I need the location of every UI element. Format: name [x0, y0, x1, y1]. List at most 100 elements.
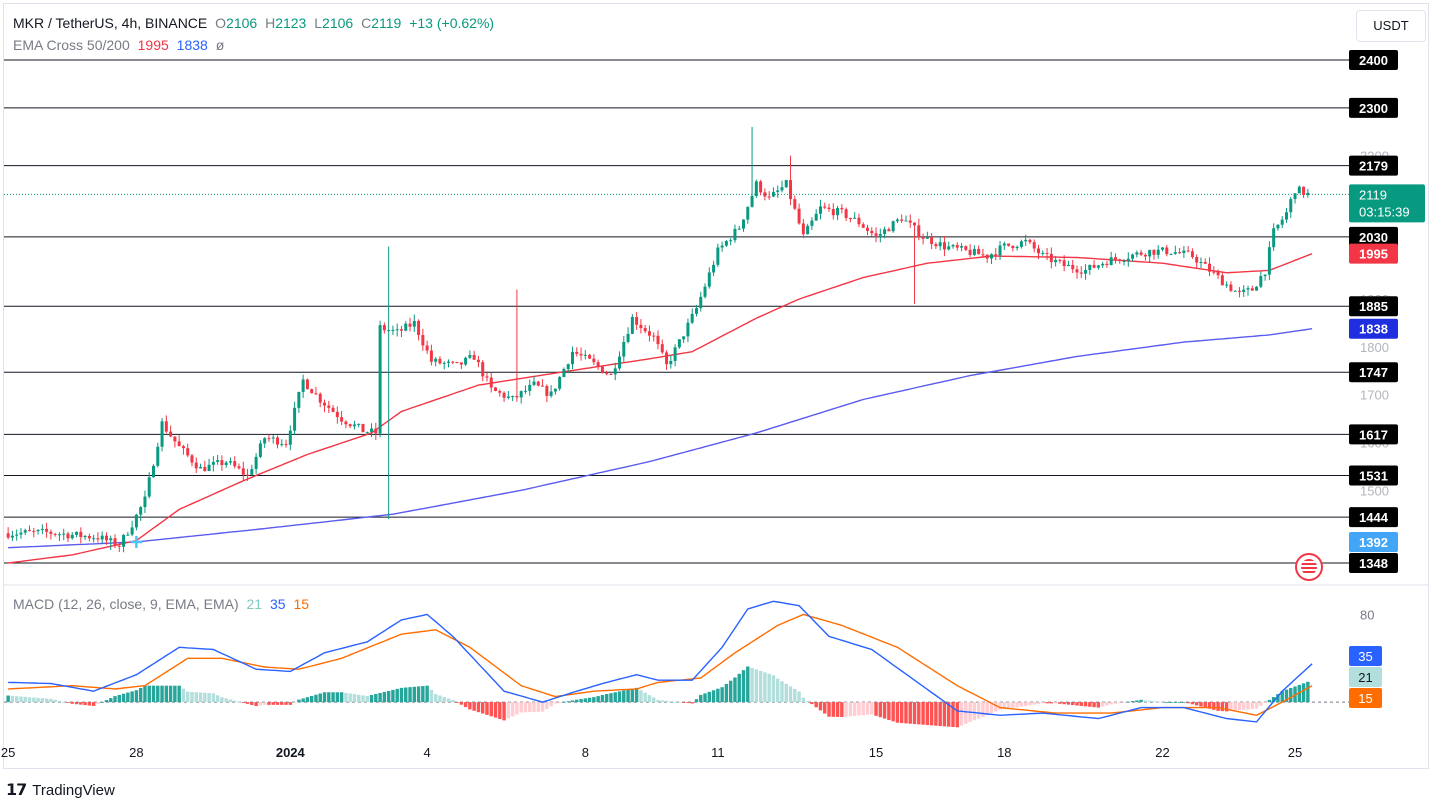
candle-body [818, 206, 822, 214]
ema-label[interactable]: EMA Cross 50/200 [13, 37, 130, 53]
candle-body [789, 180, 793, 200]
macd-hist-bar [818, 702, 823, 711]
candle-body [173, 436, 177, 442]
candle-body [759, 181, 763, 193]
candle-body [930, 237, 934, 245]
macd-hist-bar [1011, 702, 1015, 708]
candle-body [6, 533, 10, 538]
candle-body [562, 369, 566, 377]
macd-hist-bar [258, 702, 263, 706]
candle-body [532, 381, 536, 385]
macd-hist-bar [1165, 702, 1169, 703]
candle-body [904, 220, 908, 222]
macd-hist-bar [643, 692, 647, 703]
macd-hist-bar [994, 702, 998, 712]
candle-body [130, 527, 134, 535]
macd-hist-bar [972, 702, 977, 721]
macd-hist-bar [1229, 702, 1233, 711]
brand-label: TradingView [32, 781, 115, 799]
chart-frame [3, 3, 1429, 769]
macd-hist-bar [267, 702, 271, 705]
price-axis-label: 1747 [1359, 365, 1388, 380]
macd-hist-bar [634, 687, 639, 703]
macd-hist-bar [737, 673, 741, 703]
macd-hist-bar [1130, 701, 1135, 703]
macd-hist-bar [767, 673, 771, 703]
candle-body [382, 325, 386, 331]
us-flag-icon[interactable] [1295, 553, 1323, 581]
macd-hist-bar [904, 702, 908, 724]
price-axis-label-bg [1349, 424, 1398, 445]
macd-hist-bar [810, 702, 814, 705]
macd-hist-bar [416, 686, 421, 703]
candle-body [917, 225, 921, 238]
macd-label[interactable]: MACD (12, 26, close, 9, EMA, EMA) [13, 596, 239, 612]
macd-hist-bar [433, 694, 438, 703]
macd-hist-bar [604, 694, 609, 703]
candle-body [399, 329, 403, 331]
candle-body [79, 531, 83, 538]
candle-body [23, 530, 27, 533]
candle-body [1289, 199, 1293, 213]
x-axis-label: 11 [711, 745, 725, 760]
macd-hist-bar [763, 672, 767, 703]
macd-hist-bar [365, 696, 369, 703]
candle-body [1203, 261, 1207, 264]
macd-axis-label: 80 [1360, 607, 1374, 622]
macd-hist-bar [194, 692, 198, 703]
macd-line-value: 35 [269, 596, 286, 612]
price-axis-label: 2030 [1359, 230, 1388, 245]
candle-body [246, 474, 250, 476]
candle-body [989, 254, 993, 259]
x-axis-label: 4 [424, 745, 431, 760]
price-axis-label-bg [1349, 50, 1398, 70]
macd-hist-bar [1049, 702, 1054, 704]
macd-hist-bar [814, 702, 818, 708]
tradingview-brand[interactable]: 𝟭𝟳 TradingView [6, 780, 115, 800]
macd-hist-bar [865, 702, 870, 715]
macd-hist-bar [309, 695, 314, 703]
candle-body [746, 206, 750, 220]
macd-hist-bar [840, 702, 844, 718]
macd-hist-bar [1177, 702, 1182, 703]
candle-body [511, 395, 515, 397]
macd-hist-bar [327, 692, 331, 703]
macd-hist-bar [1015, 702, 1019, 708]
candle-body [729, 240, 733, 242]
macd-hist-bar [87, 702, 92, 706]
candle-body [1122, 260, 1126, 262]
candle-body [707, 272, 711, 287]
x-axis-label: 22 [1155, 745, 1169, 760]
candle-body [1242, 289, 1246, 292]
price-axis-label: 2400 [1359, 53, 1388, 68]
macd-hist-bar [1143, 700, 1148, 703]
candle-body [224, 462, 228, 465]
candle-body [793, 199, 797, 209]
candle-body [122, 534, 126, 547]
candle-body [519, 391, 523, 398]
macd-hist-bar [220, 697, 224, 703]
macd-hist-bar [143, 685, 147, 703]
currency-button[interactable]: USDT [1356, 10, 1426, 42]
candle-body [1002, 243, 1006, 246]
symbol-label[interactable]: MKR / TetherUS, 4h, BINANCE [13, 15, 208, 31]
price-axis-label: 1995 [1359, 247, 1388, 262]
macd-hist-bar [660, 700, 664, 703]
candle-body [301, 379, 305, 392]
candle-body [1161, 247, 1164, 250]
candle-body [823, 206, 827, 208]
macd-hist-bar [36, 697, 40, 703]
macd-hist-bar [686, 702, 690, 703]
macd-hist-bar [575, 699, 579, 703]
candle-body [1092, 264, 1096, 268]
candle-body [1126, 258, 1130, 261]
candle-body [588, 354, 592, 359]
candle-body [1225, 284, 1229, 286]
candle-body [1152, 249, 1156, 255]
macd-hist-bar [545, 702, 549, 709]
candle-body [737, 228, 741, 230]
candle-body [1139, 252, 1143, 255]
candle-body [190, 455, 194, 463]
macd-hist-bar [185, 691, 190, 703]
